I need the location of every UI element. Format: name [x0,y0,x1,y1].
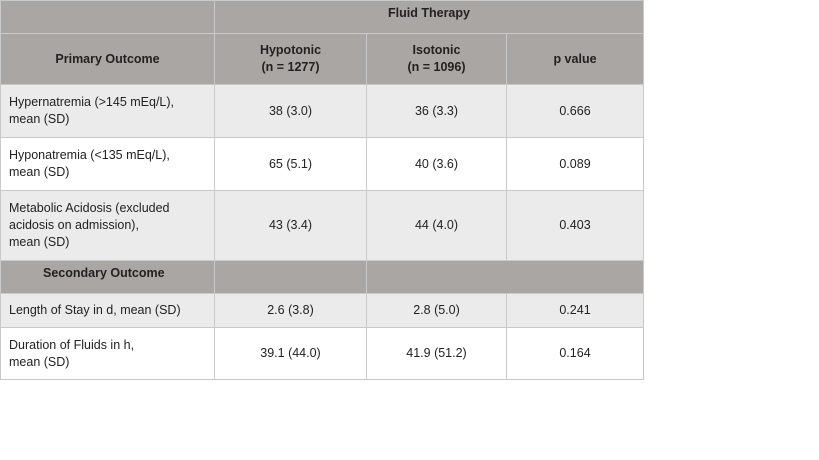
row-label: Duration of Fluids in h, mean (SD) [0,327,215,380]
label-line: Hypernatremia (>145 mEq/L), [9,95,175,109]
label-line: mean (SD) [9,112,70,126]
header-text: (n = 1277) [261,60,320,74]
value-cell: 0.089 [506,137,644,191]
row-label: Hyponatremia (<135 mEq/L), mean (SD) [0,137,215,191]
title-row: Fluid Therapy [0,0,644,34]
header-text: Hypotonic [259,43,322,57]
section-row: Secondary Outcome [0,260,644,294]
value-cell: 0.164 [506,327,644,380]
data-row: Length of Stay in d, mean (SD) 2.6 (3.8) 2… [0,293,644,328]
data-row: Duration of Fluids in h, mean (SD) 39.1 (4… [0,327,644,380]
outcome-table: Fluid Therapy Primary Outcome Hypotonic (… [0,0,644,380]
data-row: Hypernatremia (>145 mEq/L), mean (SD) 38 (… [0,84,644,138]
primary-rows: Hypernatremia (>145 mEq/L), mean (SD) 38 (… [0,84,644,261]
value-cell: 2.8 (5.0) [366,293,507,328]
label-line: Duration of Fluids in h, [9,337,135,352]
value-cell: 0.241 [506,293,644,328]
value-cell: 40 (3.6) [366,137,507,191]
row-label: Hypernatremia (>145 mEq/L), mean (SD) [0,84,215,138]
empty-cell [366,260,644,294]
header-text: Primary Outcome [55,51,160,66]
value-cell: 38 (3.0) [214,84,367,138]
row-label: Length of Stay in d, mean (SD) [0,293,215,328]
row-label: Metabolic Acidosis (excluded acidosis on … [0,190,215,261]
group-title: Fluid Therapy [214,0,644,34]
label-line: Length of Stay in d, mean (SD) [9,303,181,317]
header-cell: p value [506,33,644,85]
header-row: Primary Outcome Hypotonic (n = 1277) Isot… [0,33,644,85]
data-row: Hyponatremia (<135 mEq/L), mean (SD) 65 (5… [0,137,644,191]
label-line: Hyponatremia (<135 mEq/L), [9,148,170,162]
header-text: Isotonic [412,43,461,57]
value-cell: 0.666 [506,84,644,138]
label-line: acidosis on admission), [9,218,139,232]
label-line: mean (SD) [9,165,70,179]
value-cell: 41.9 (51.2) [366,327,507,380]
value-cell: 43 (3.4) [214,190,367,261]
data-row: Metabolic Acidosis (excluded acidosis on … [0,190,644,261]
header-cell: Isotonic (n = 1096) [366,33,507,85]
header-text: (n = 1096) [407,60,466,74]
section-title: Secondary Outcome [0,260,215,294]
label-line: mean (SD) [9,235,70,249]
value-cell: 44 (4.0) [366,190,507,261]
label-line: Metabolic Acidosis (excluded [9,201,170,215]
value-cell: 36 (3.3) [366,84,507,138]
header-cell: Primary Outcome [0,33,215,85]
secondary-rows: Length of Stay in d, mean (SD) 2.6 (3.8) 2… [0,293,644,380]
value-cell: 0.403 [506,190,644,261]
header-text: p value [553,51,597,66]
value-cell: 39.1 (44.0) [214,327,367,380]
empty-cell [0,0,215,34]
value-cell: 2.6 (3.8) [214,293,367,328]
empty-cell [214,260,367,294]
header-cell: Hypotonic (n = 1277) [214,33,367,85]
value-cell: 65 (5.1) [214,137,367,191]
label-line: mean (SD) [9,354,70,369]
